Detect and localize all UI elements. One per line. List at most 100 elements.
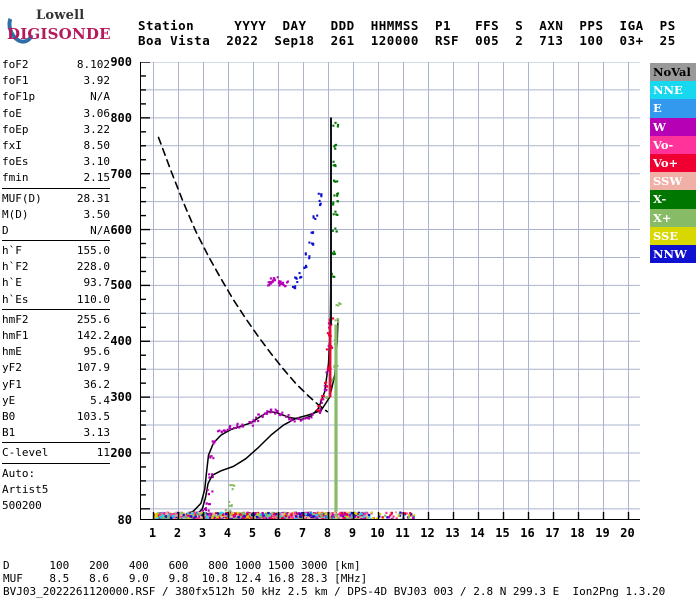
noise-pixel	[306, 519, 308, 520]
noise-pixel	[285, 512, 288, 516]
noise-pixel	[333, 518, 336, 519]
noise-pixel	[357, 514, 361, 518]
noise-pixel	[242, 518, 246, 519]
noise-pixel	[212, 519, 214, 520]
noise-pixel	[278, 518, 281, 519]
series-es-cluster-near-6-mhz	[267, 276, 290, 288]
echo-point	[321, 395, 324, 398]
noise-pixel	[335, 513, 338, 516]
echo-point	[336, 213, 339, 217]
echo-point	[257, 419, 260, 423]
legend-item-e[interactable]: E	[650, 99, 696, 118]
noise-pixel	[154, 513, 158, 516]
noise-pixel	[378, 515, 381, 518]
legend-item-vo-[interactable]: Vo-	[650, 135, 696, 154]
noise-pixel	[230, 519, 232, 520]
echo-point	[319, 410, 322, 413]
noise-pixel	[413, 514, 416, 517]
noise-pixel	[307, 516, 311, 519]
noise-pixel	[166, 519, 168, 520]
echo-point	[320, 401, 323, 404]
echo-point	[337, 304, 340, 307]
param-key: C-level	[2, 446, 49, 460]
echo-point	[276, 276, 279, 279]
param-value: 107.9	[76, 361, 110, 375]
lowell-digisonde-logo: Lowell DIGISONDE	[2, 6, 126, 48]
noise-pixel	[210, 519, 212, 520]
noise-pixel	[226, 512, 229, 515]
noise-pixel	[279, 515, 282, 518]
noise-pixel	[335, 519, 337, 520]
echo-point	[325, 396, 328, 399]
param-value: 11	[96, 446, 110, 460]
noise-pixel	[305, 519, 307, 520]
noise-pixel	[329, 515, 332, 518]
noise-pixel	[300, 513, 303, 516]
legend-item-vo-[interactable]: Vo+	[650, 153, 696, 173]
echo-point	[294, 285, 297, 288]
noise-pixel	[285, 519, 287, 520]
noise-pixel	[266, 519, 268, 520]
noise-pixel	[245, 519, 247, 520]
legend-item-x-[interactable]: X+	[650, 208, 696, 227]
legend-item-noval[interactable]: NoVal	[650, 63, 696, 82]
echo-point	[211, 473, 214, 476]
noise-pixel	[343, 511, 347, 515]
noise-pixel	[222, 519, 224, 520]
legend-item-sse[interactable]: SSE	[650, 226, 696, 245]
noise-pixel	[407, 515, 410, 519]
echo-point	[301, 418, 304, 421]
noise-pixel	[313, 515, 316, 518]
series-high-angle-f-scatter-nnw-blue-e-	[291, 192, 323, 290]
noise-pixel	[175, 514, 179, 517]
x-axis-tick-label: 10	[370, 526, 385, 540]
param-value: 5.4	[90, 393, 110, 407]
ionogram-plot[interactable]	[140, 62, 640, 520]
noise-pixel	[250, 515, 254, 519]
legend-item-nnw[interactable]: NNW	[650, 244, 696, 264]
param-key: foEs	[2, 155, 29, 169]
echo-point	[318, 411, 322, 414]
legend-item-x-[interactable]: X-	[650, 190, 696, 209]
param-value: 2.15	[83, 171, 111, 185]
noise-pixel	[375, 517, 378, 519]
legend-item-ssw[interactable]: SSW	[650, 172, 696, 191]
noise-pixel	[346, 519, 348, 520]
noise-pixel	[357, 511, 361, 515]
noise-pixel	[331, 519, 333, 520]
param-row-h-es: h`Es 110.0	[2, 292, 110, 308]
logo-brand-top: Lowell	[36, 8, 85, 23]
echo-point	[212, 442, 215, 445]
noise-pixel	[271, 515, 274, 518]
noise-pixel	[246, 519, 248, 520]
noise-pixel	[259, 515, 263, 518]
noise-pixel	[161, 512, 164, 516]
noise-pixel	[304, 512, 308, 516]
noise-pixel	[264, 512, 268, 515]
noise-pixel	[219, 519, 221, 520]
y-axis-tick-label: 700	[110, 166, 132, 181]
legend-item-nne[interactable]: NNE	[650, 81, 696, 100]
noise-pixel	[301, 519, 303, 520]
noise-pixel	[263, 516, 267, 519]
noise-pixel	[286, 518, 290, 519]
noise-pixel	[220, 519, 222, 520]
noise-pixel	[360, 519, 362, 520]
echo-point	[281, 282, 284, 285]
echo-point	[269, 408, 272, 411]
noise-pixel	[325, 519, 327, 520]
legend-item-w[interactable]: W	[650, 117, 696, 136]
noise-pixel	[194, 511, 197, 515]
noise-pixel	[348, 513, 351, 517]
noise-pixel	[284, 514, 288, 518]
echo-point	[327, 344, 330, 347]
noise-pixel	[332, 518, 335, 519]
x-axis-tick-label: 18	[570, 526, 585, 540]
noise-pixel	[351, 519, 353, 520]
noise-pixel	[266, 515, 270, 518]
noise-pixel	[245, 519, 247, 520]
noise-pixel	[330, 512, 333, 515]
noise-pixel	[166, 511, 170, 515]
echo-point	[336, 193, 339, 196]
